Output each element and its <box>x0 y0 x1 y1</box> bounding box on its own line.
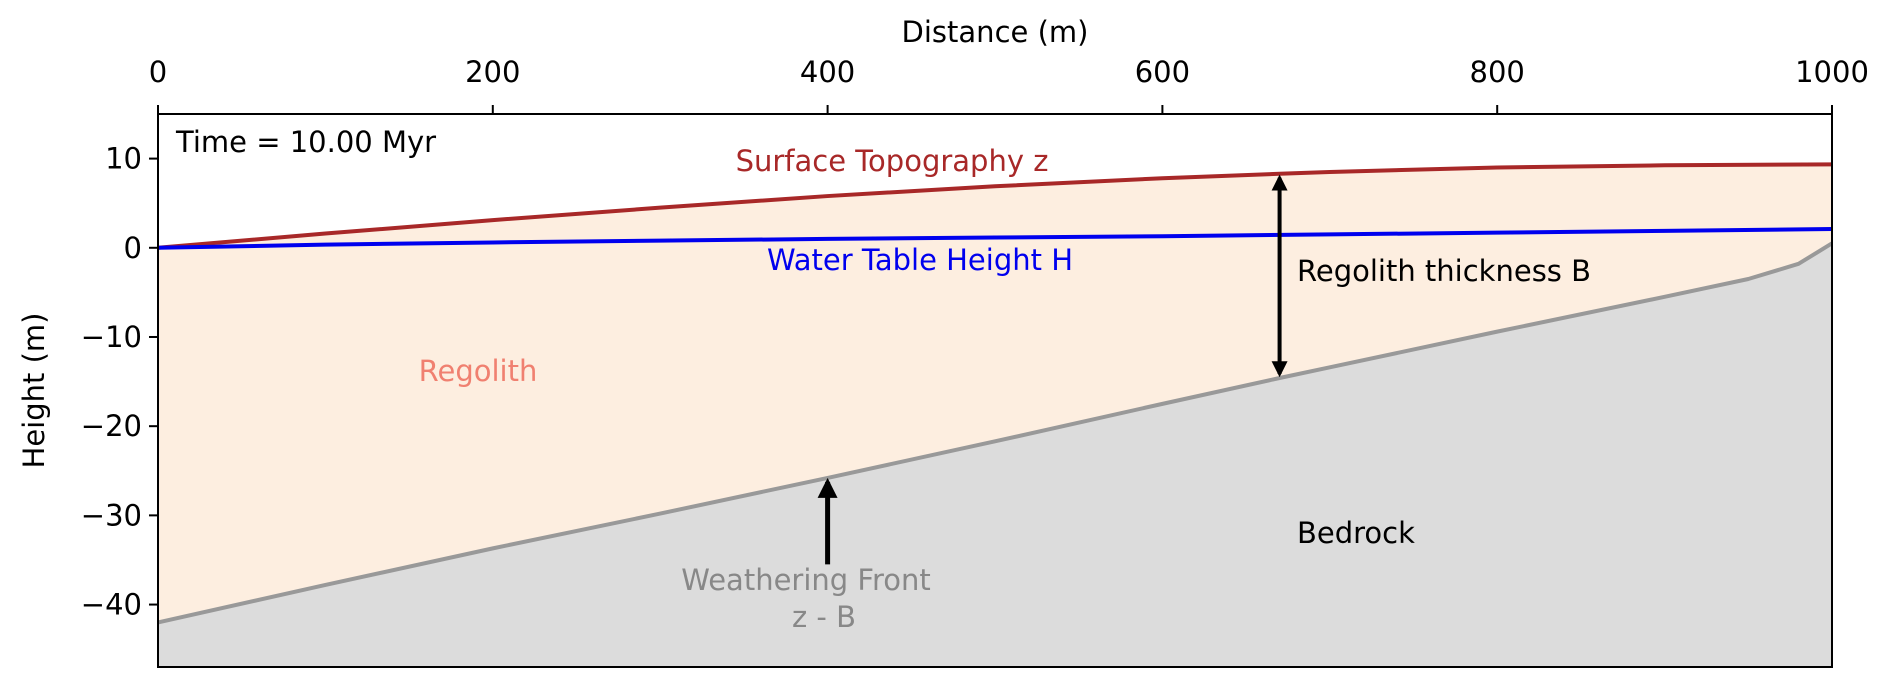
weathering-front-formula-label: z - B <box>792 600 856 634</box>
regolith-area <box>158 164 1832 623</box>
y-tick-label: 0 <box>124 231 142 265</box>
x-tick-label: 800 <box>1470 55 1525 89</box>
water-table-label: Water Table Height H <box>767 243 1073 277</box>
y-axis-label: Height (m) <box>17 313 51 469</box>
surface-topography-label: Surface Topography z <box>736 144 1049 178</box>
bedrock-area <box>158 243 1832 668</box>
regolith-label: Regolith <box>419 354 538 388</box>
plot-frame <box>157 113 1833 668</box>
time-annotation: Time = 10.00 Myr <box>175 125 436 159</box>
weathering-front-line <box>157 241 1834 625</box>
bedrock-label: Bedrock <box>1297 516 1415 550</box>
x-tick-label: 600 <box>1135 55 1190 89</box>
y-tick-label: 10 <box>105 142 142 176</box>
water-table-line <box>157 227 1833 250</box>
y-tick-label: −20 <box>81 409 142 443</box>
surface-topography-line <box>157 162 1833 250</box>
x-tick-label: 1000 <box>1795 55 1869 89</box>
x-axis-label: Distance (m) <box>902 15 1089 49</box>
regolith-thickness-label: Regolith thickness B <box>1297 254 1591 288</box>
x-tick-label: 0 <box>149 55 167 89</box>
weathering-front-label: Weathering Front <box>681 563 931 597</box>
y-tick-label: −10 <box>81 320 142 354</box>
y-tick-label: −40 <box>81 588 142 622</box>
x-tick-label: 400 <box>800 55 855 89</box>
y-tick-label: −30 <box>81 498 142 532</box>
x-tick-label: 200 <box>465 55 520 89</box>
